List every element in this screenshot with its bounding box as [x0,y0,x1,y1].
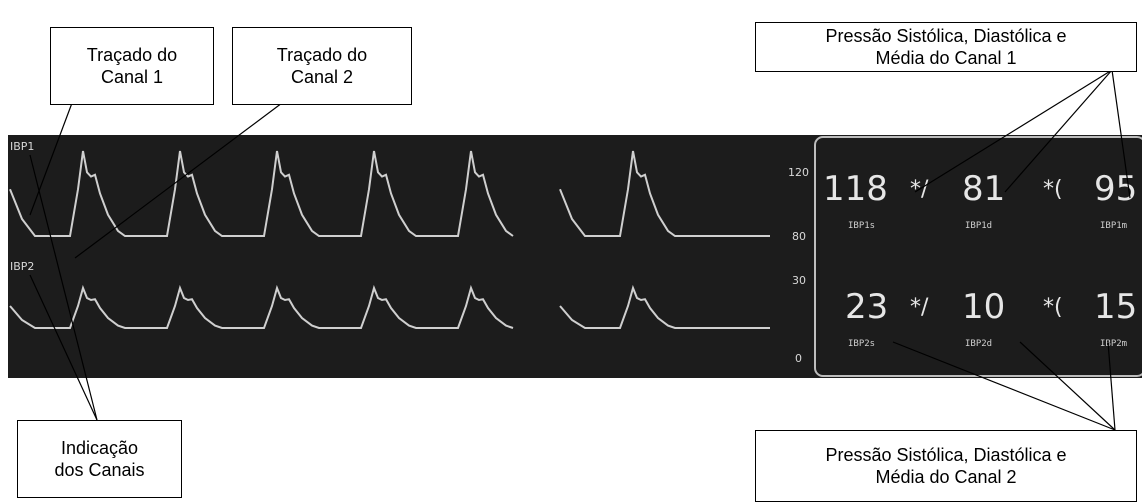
scale-label: 120 [788,166,809,179]
callout-text: dos Canais [54,459,144,481]
callout-text: Pressão Sistólica, Diastólica e [825,25,1066,47]
separator: *( [1043,177,1063,202]
diagram: IBP1 IBP2 120 80 30 0 118 */ 81 *( 95 IBP1s IB… [0,0,1142,504]
callout-text: Pressão Sistólica, Diastólica e [825,444,1066,466]
callout-text: Canal 2 [291,66,353,88]
separator: */ [910,295,929,320]
channel-label: IBP1 [10,140,34,153]
channel-label: IBP2 [10,260,34,273]
reading-label: IBP2s [848,339,875,349]
reading-label: IBP1d [965,221,992,231]
separator: *( [1043,295,1063,320]
diastolic-value: 10 [962,287,1005,327]
reading-label: IBP1s [848,221,875,231]
callout-text: Indicação [61,437,138,459]
diastolic-value: 81 [962,169,1005,209]
callout-text: Canal 1 [101,66,163,88]
systolic-value: 118 [823,169,888,209]
callout-text: Média do Canal 1 [875,47,1016,69]
callout-text: Traçado do [87,44,177,66]
scale-label: 0 [795,352,802,365]
scale-label: 80 [792,230,806,243]
callout-text: Traçado do [277,44,367,66]
callout-text: Média do Canal 2 [875,466,1016,488]
scale-label: 30 [792,274,806,287]
reading-label: IBP2d [965,339,992,349]
reading-label: IBP1m [1100,221,1127,231]
systolic-value: 23 [845,287,888,327]
mean-value: 15 [1094,287,1137,327]
reading-label: IBP2m [1100,339,1127,349]
mean-value: 95 [1094,169,1137,209]
